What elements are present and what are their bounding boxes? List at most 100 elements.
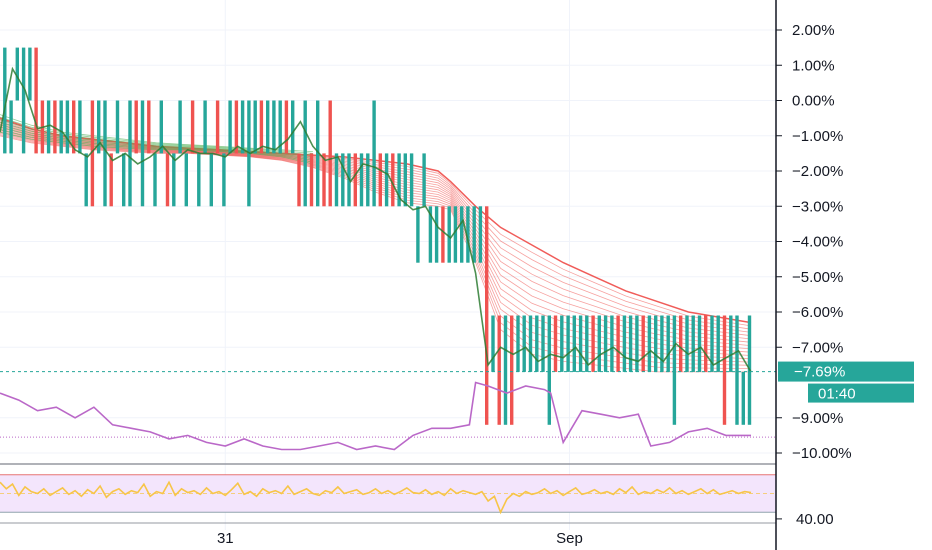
candle[interactable] bbox=[159, 100, 163, 154]
candle[interactable] bbox=[284, 100, 289, 154]
candle[interactable] bbox=[422, 153, 426, 207]
candle[interactable] bbox=[522, 315, 526, 372]
candle[interactable] bbox=[478, 206, 483, 263]
candle[interactable] bbox=[591, 315, 595, 372]
candle[interactable] bbox=[409, 153, 414, 207]
candle[interactable] bbox=[641, 315, 645, 372]
candle[interactable] bbox=[178, 100, 182, 154]
candle[interactable] bbox=[547, 315, 551, 425]
candle[interactable] bbox=[497, 315, 501, 425]
candle[interactable] bbox=[704, 315, 708, 372]
candlestick-series[interactable] bbox=[3, 47, 752, 425]
candle[interactable] bbox=[654, 315, 658, 372]
candle[interactable] bbox=[209, 153, 213, 207]
candle[interactable] bbox=[197, 153, 201, 207]
candle[interactable] bbox=[115, 100, 120, 154]
candle[interactable] bbox=[134, 100, 138, 154]
candle[interactable] bbox=[453, 206, 458, 263]
candle[interactable] bbox=[322, 153, 326, 207]
candle[interactable] bbox=[585, 315, 589, 372]
candle[interactable] bbox=[616, 315, 620, 372]
candle[interactable] bbox=[203, 100, 207, 154]
candle[interactable] bbox=[165, 153, 170, 207]
candle[interactable] bbox=[291, 100, 295, 154]
candle[interactable] bbox=[503, 315, 508, 425]
candle[interactable] bbox=[691, 315, 695, 372]
candle[interactable] bbox=[510, 315, 514, 425]
candle[interactable] bbox=[234, 100, 239, 154]
candle[interactable] bbox=[34, 47, 38, 154]
candle[interactable] bbox=[122, 153, 126, 207]
candle[interactable] bbox=[253, 100, 257, 154]
candle[interactable] bbox=[397, 153, 401, 207]
candle[interactable] bbox=[578, 315, 583, 372]
candle[interactable] bbox=[103, 100, 107, 207]
candle[interactable] bbox=[416, 206, 420, 263]
candle[interactable] bbox=[672, 315, 677, 425]
candle[interactable] bbox=[266, 100, 270, 154]
candle[interactable] bbox=[278, 100, 282, 154]
candle[interactable] bbox=[735, 315, 739, 425]
candle[interactable] bbox=[9, 100, 13, 154]
candle[interactable] bbox=[372, 100, 376, 207]
candle[interactable] bbox=[334, 153, 339, 207]
candle[interactable] bbox=[228, 100, 232, 154]
candle[interactable] bbox=[541, 315, 545, 372]
candle[interactable] bbox=[685, 315, 689, 372]
candle[interactable] bbox=[353, 153, 357, 207]
candle[interactable] bbox=[366, 153, 370, 207]
candle[interactable] bbox=[597, 315, 601, 372]
candle[interactable] bbox=[303, 100, 307, 207]
candle[interactable] bbox=[716, 315, 720, 372]
candle[interactable] bbox=[359, 153, 364, 207]
oscillator-pane[interactable] bbox=[0, 474, 776, 515]
candle[interactable] bbox=[572, 315, 576, 372]
candle[interactable] bbox=[259, 100, 264, 154]
candle[interactable] bbox=[697, 315, 702, 372]
candle[interactable] bbox=[28, 47, 32, 101]
candle[interactable] bbox=[603, 315, 608, 372]
candle[interactable] bbox=[460, 206, 464, 263]
candle[interactable] bbox=[222, 153, 226, 207]
candle[interactable] bbox=[485, 206, 489, 425]
candle[interactable] bbox=[378, 153, 382, 207]
candle[interactable] bbox=[391, 153, 395, 207]
candle[interactable] bbox=[428, 206, 433, 263]
candle[interactable] bbox=[660, 315, 664, 372]
candle[interactable] bbox=[741, 371, 745, 425]
candle[interactable] bbox=[184, 153, 188, 207]
candle[interactable] bbox=[215, 100, 220, 154]
candle[interactable] bbox=[535, 315, 539, 372]
candle[interactable] bbox=[635, 315, 639, 372]
candle[interactable] bbox=[528, 315, 533, 372]
candle[interactable] bbox=[647, 315, 652, 372]
candle[interactable] bbox=[710, 315, 714, 372]
candle[interactable] bbox=[566, 315, 570, 372]
candle[interactable] bbox=[72, 100, 76, 154]
candle[interactable] bbox=[140, 100, 145, 207]
candle[interactable] bbox=[147, 100, 151, 154]
candle[interactable] bbox=[153, 153, 157, 207]
candle[interactable] bbox=[328, 100, 332, 207]
candle[interactable] bbox=[447, 206, 451, 263]
candle[interactable] bbox=[516, 315, 520, 372]
candle[interactable] bbox=[628, 315, 633, 372]
candle[interactable] bbox=[109, 153, 113, 207]
candle[interactable] bbox=[59, 100, 63, 154]
candle[interactable] bbox=[560, 315, 564, 372]
candle[interactable] bbox=[472, 206, 476, 263]
candle[interactable] bbox=[441, 206, 445, 263]
candle[interactable] bbox=[240, 100, 245, 154]
candle[interactable] bbox=[679, 315, 683, 372]
candle[interactable] bbox=[666, 315, 670, 372]
candle[interactable] bbox=[272, 100, 276, 154]
candle[interactable] bbox=[53, 100, 57, 154]
candle[interactable] bbox=[622, 315, 627, 372]
candle[interactable] bbox=[491, 315, 495, 372]
candle[interactable] bbox=[84, 153, 88, 207]
candle[interactable] bbox=[729, 315, 733, 372]
candle[interactable] bbox=[46, 100, 51, 154]
candle[interactable] bbox=[722, 315, 727, 425]
candle[interactable] bbox=[172, 153, 176, 207]
